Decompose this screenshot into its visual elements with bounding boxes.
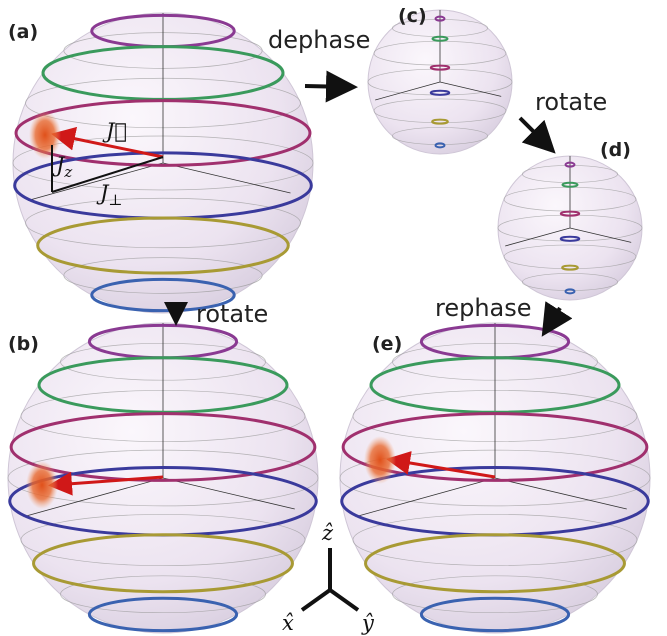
axis-label: ŷ: [361, 611, 375, 635]
transition-label: rephase: [435, 294, 532, 322]
panel-label: (e): [372, 333, 402, 355]
axis-label: x̂: [282, 611, 294, 635]
transition-label: rotate: [535, 88, 607, 116]
axis-label: ẑ: [321, 521, 334, 545]
panel-label: (b): [8, 333, 39, 355]
vector-label: J⃗: [102, 119, 127, 143]
spin-distribution: [26, 461, 58, 509]
subscript: z: [63, 163, 72, 181]
arrow-rotate-cd: [520, 118, 550, 148]
arrow-rephase: [546, 308, 560, 330]
axes-icon: [302, 548, 358, 610]
arrow-dephase: [305, 86, 350, 87]
panel-label: (c): [398, 5, 427, 27]
spin-distribution: [364, 436, 396, 484]
spin-distribution: [29, 111, 61, 159]
panel-label: (d): [600, 139, 631, 161]
panel-label: (a): [8, 21, 38, 43]
transition-label: dephase: [268, 26, 370, 54]
figure: (a) (b) (c) (d) (e) dephase rotate rotat…: [0, 0, 667, 636]
transition-label: rotate: [196, 300, 268, 328]
subscript: ⊥: [108, 191, 122, 209]
